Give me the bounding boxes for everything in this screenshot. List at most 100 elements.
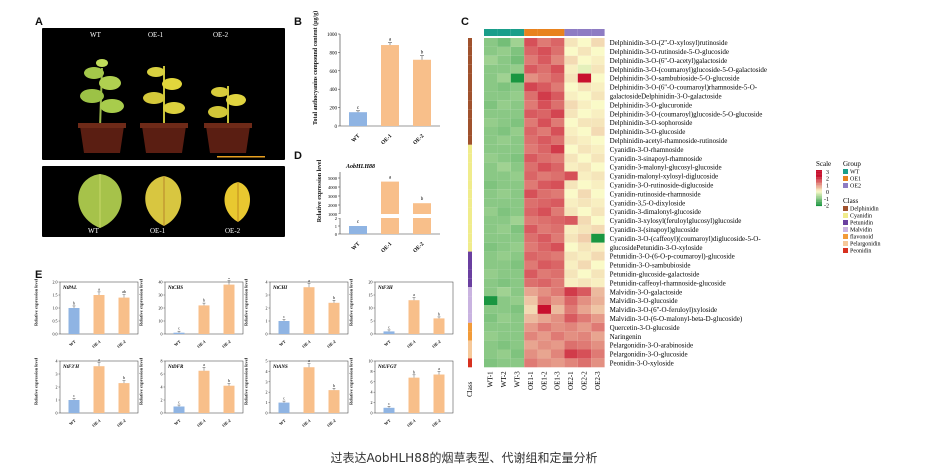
row-label: galactosideDelphinidin-3-O-galactoside (610, 93, 722, 101)
axis-break (380, 214, 400, 218)
heatmap-cell (510, 296, 525, 305)
legend-class-label: Pelargonidin (850, 242, 881, 248)
scale-gradient-step (816, 194, 822, 196)
y-tick-label: 3 (56, 372, 58, 377)
heatmap-cell (510, 153, 525, 163)
scale-gradient-step (816, 195, 822, 197)
heatmap-cell (577, 242, 592, 252)
heatmap-cell (524, 322, 538, 332)
y-tick-label: 1.5 (53, 293, 58, 298)
heatmap-cell (577, 135, 592, 145)
heatmap-cell (564, 162, 578, 172)
scale-gradient-step (816, 171, 822, 173)
heatmap-cell (537, 153, 551, 163)
heatmap-cell (564, 64, 578, 74)
heatmap-cell (537, 198, 551, 208)
heatmap-cell (484, 55, 498, 65)
heatmap-cell (564, 251, 578, 261)
y-tick-label: 0.5 (53, 319, 58, 324)
scale-bar (217, 156, 265, 158)
y-tick-label: 2 (161, 398, 163, 403)
class-bar-cell (468, 109, 472, 119)
scale-tick-label: -1 (824, 197, 829, 203)
leaf-oe2 (224, 182, 250, 222)
heatmap-cell (537, 144, 551, 154)
heatmap-cell (564, 296, 578, 305)
scale-gradient-step (816, 170, 822, 172)
leaf-photo (42, 166, 285, 237)
heatmap-cell (551, 260, 565, 270)
heatmap-cell (591, 189, 605, 199)
heatmap-cell (510, 207, 525, 216)
bar-oe-1 (93, 295, 105, 334)
heatmap-cell (484, 82, 498, 92)
heatmap-cell (551, 82, 565, 92)
x-tick-label: OE-2 (221, 418, 232, 428)
class-bar-cell (468, 251, 472, 261)
heatmap-cell (497, 313, 511, 323)
heatmap-cell (524, 331, 538, 341)
significance-letter: b (413, 369, 415, 374)
heatmap-cell (537, 305, 551, 314)
heatmap-cell (591, 127, 605, 136)
panel-e-ylabel: Relative expression level (348, 358, 354, 405)
y-tick-label: 20 (369, 280, 373, 285)
heatmap-cell (510, 46, 525, 56)
scale-gradient-step (816, 179, 822, 181)
heatmap-cell (551, 269, 565, 279)
heatmap-cell (524, 153, 538, 163)
scale-gradient-step (816, 185, 822, 187)
row-label: Cyanidin-3-sinapoyl-rhamnoside (610, 155, 703, 163)
heatmap-cell (524, 38, 538, 47)
heatmap-cell (551, 144, 565, 154)
leaf-label-oe1: OE-1 (150, 227, 166, 235)
heatmap-cell (510, 305, 525, 314)
y-tick-label: 200 (330, 107, 338, 112)
heatmap-cell (564, 55, 578, 65)
significance-letter: a (98, 286, 100, 291)
row-label: Malvidin-3-O-(6''-O-feruloyl)xyloside (610, 306, 718, 314)
scale-gradient-step (816, 191, 822, 193)
scale-gradient-step (816, 192, 822, 195)
heatmap-cell (510, 260, 525, 270)
group-bar-cell (577, 29, 592, 36)
class-bar-cell (468, 171, 472, 181)
significance-letter: c (357, 220, 360, 225)
heatmap-cell (484, 135, 498, 145)
heatmap-cell (591, 109, 605, 119)
heatmap-cell (497, 251, 511, 261)
heatmap-cell (524, 216, 538, 225)
y-tick-label: 40 (159, 280, 163, 285)
heatmap-cell (591, 38, 605, 47)
heatmap-cell (577, 260, 592, 270)
heatmap-cell (551, 198, 565, 208)
heatmap-cell (524, 278, 538, 288)
column-label: WT-3 (514, 371, 522, 388)
heatmap-cell (591, 313, 605, 323)
heatmap-cell (484, 38, 498, 47)
heatmap-cell (497, 127, 511, 136)
class-bar-cell (468, 73, 472, 83)
heatmap-cell (537, 171, 551, 181)
scale-gradient-step (816, 173, 822, 175)
panel-label-e: E (35, 269, 43, 281)
row-label: Petunidin-3-O-sambubioside (610, 262, 691, 270)
heatmap-cell (564, 269, 578, 279)
heatmap-cell (510, 127, 525, 136)
expression-chart-ntchs: NtCHS 0 10 20 30 40 c WT b OE-1 a OE-2 (159, 278, 244, 349)
heatmap-cell (484, 189, 498, 199)
class-axis-label: Class (466, 381, 474, 396)
heatmap-cell (484, 144, 498, 154)
gene-name: NtDFR (167, 365, 184, 370)
heatmap-cell (564, 135, 578, 145)
class-bar-cell (468, 38, 472, 47)
y-tick-label: 6 (161, 372, 163, 377)
heatmap-cell (510, 38, 525, 47)
bar-wt (349, 226, 367, 234)
heatmap-cell (510, 189, 525, 199)
significance-letter: c (388, 401, 390, 406)
scale-tick-label: 0 (826, 190, 829, 196)
heatmap-cell (524, 260, 538, 270)
heatmap-cell (537, 358, 551, 368)
legend-class-swatch (843, 248, 848, 253)
